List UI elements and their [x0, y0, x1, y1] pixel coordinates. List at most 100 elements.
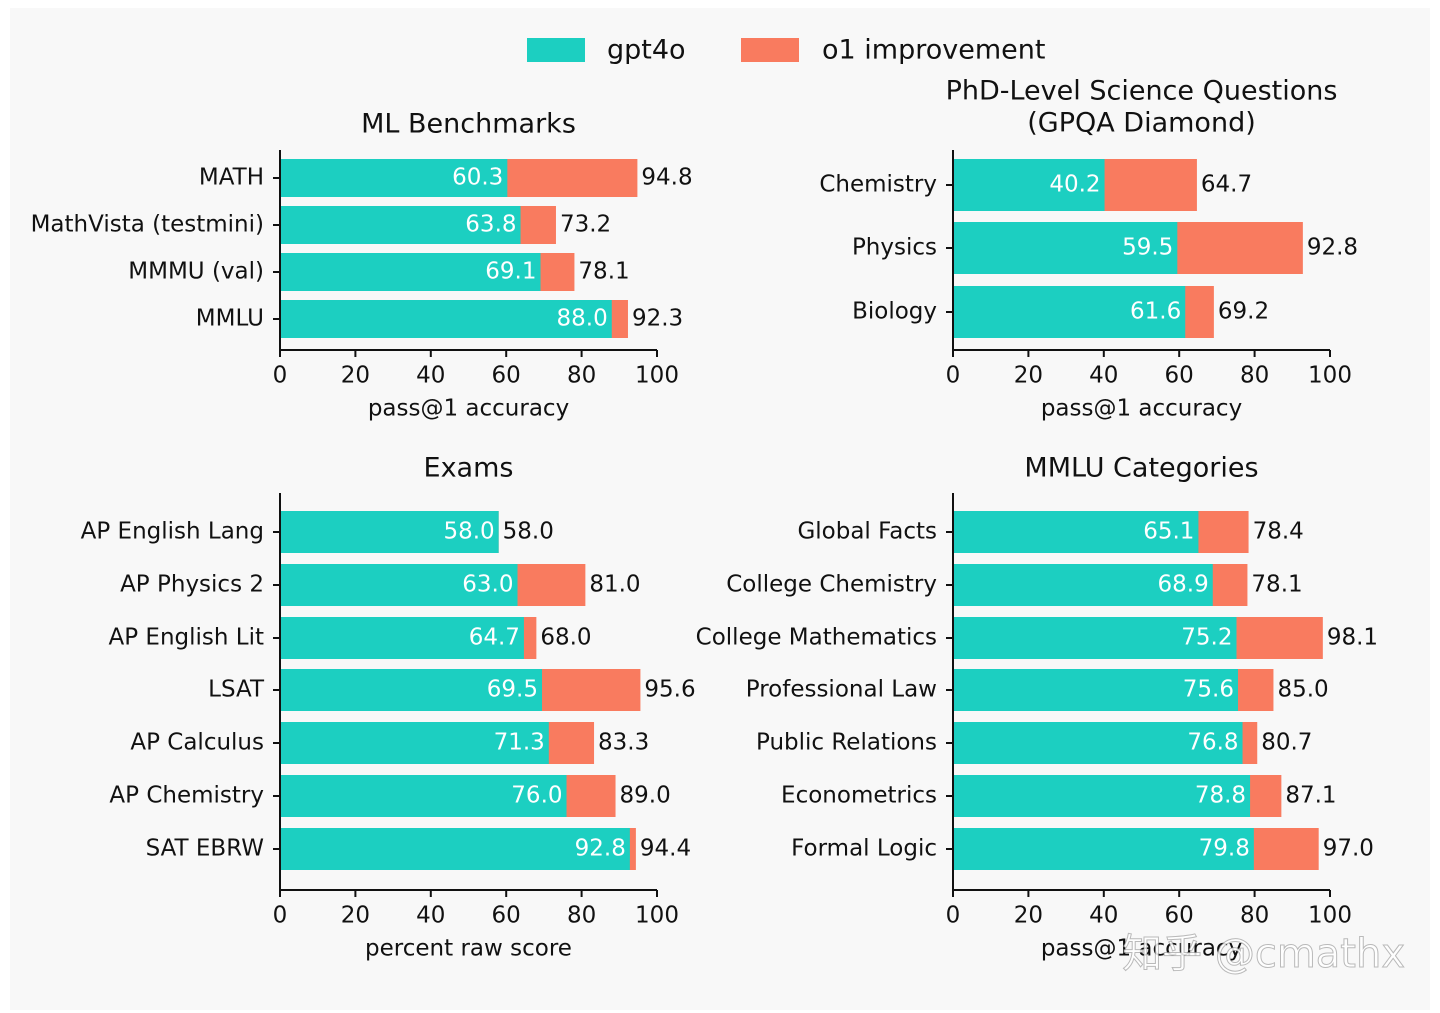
- data-label: 69.1: [485, 259, 536, 285]
- x-axis-label: pass@1 accuracy: [368, 396, 569, 422]
- x-tick-label: 100: [635, 363, 679, 389]
- data-label: 63.0: [462, 572, 513, 598]
- x-tick-label: 40: [416, 903, 445, 929]
- data-label: 61.6: [1130, 299, 1181, 325]
- x-axis-label: pass@1 accuracy: [1041, 936, 1242, 962]
- bar: [953, 775, 1251, 817]
- bar: [953, 286, 1186, 338]
- data-label: 76.8: [1187, 730, 1238, 756]
- x-tick-label: 0: [273, 363, 288, 389]
- y-tick-label: LSAT: [208, 677, 265, 703]
- x-tick-label: 60: [1165, 363, 1194, 389]
- y-tick-label: Econometrics: [781, 783, 937, 809]
- x-tick-label: 100: [1308, 363, 1352, 389]
- x-tick-label: 80: [567, 363, 596, 389]
- data-label: 88.0: [557, 306, 608, 332]
- bar: [280, 159, 508, 197]
- data-label: 59.5: [1122, 235, 1173, 261]
- data-label: 92.3: [632, 306, 683, 332]
- data-label: 92.8: [1307, 235, 1358, 261]
- data-label: 60.3: [452, 165, 503, 191]
- legend-label: o1 improvement: [822, 35, 1045, 66]
- data-label: 85.0: [1277, 677, 1328, 703]
- data-label: 75.6: [1183, 677, 1234, 703]
- y-tick-label: AP English Lang: [81, 519, 264, 545]
- data-label: 58.0: [443, 519, 494, 545]
- data-label: 76.0: [511, 783, 562, 809]
- x-tick-label: 60: [1165, 903, 1194, 929]
- data-label: 81.0: [589, 572, 640, 598]
- y-tick-label: Formal Logic: [791, 836, 937, 862]
- x-tick-label: 20: [1014, 903, 1043, 929]
- y-tick-label: SAT EBRW: [146, 836, 264, 862]
- data-label: 80.7: [1261, 730, 1312, 756]
- x-tick-label: 80: [567, 903, 596, 929]
- chart-title: ML Benchmarks: [361, 109, 576, 140]
- y-tick-label: Global Facts: [797, 519, 937, 545]
- bar: [280, 300, 612, 338]
- x-tick-label: 0: [946, 363, 961, 389]
- x-tick-label: 80: [1240, 903, 1269, 929]
- data-label: 64.7: [1201, 172, 1252, 198]
- y-tick-label: AP Calculus: [130, 730, 264, 756]
- data-label: 63.8: [465, 212, 516, 238]
- bar: [280, 775, 567, 817]
- data-label: 68.0: [540, 625, 591, 651]
- data-label: 78.4: [1253, 519, 1304, 545]
- bar: [280, 253, 541, 291]
- x-tick-label: 80: [1240, 363, 1269, 389]
- data-label: 87.1: [1285, 783, 1336, 809]
- bar: [280, 669, 543, 711]
- data-label: 69.5: [487, 677, 538, 703]
- x-tick-label: 20: [341, 363, 370, 389]
- data-label: 83.3: [598, 730, 649, 756]
- x-tick-label: 20: [1014, 363, 1043, 389]
- data-label: 94.8: [641, 165, 692, 191]
- bar: [953, 564, 1213, 606]
- data-label: 94.4: [640, 836, 691, 862]
- x-axis-label: percent raw score: [365, 936, 572, 962]
- watermark: 知乎 @cmathx: [1122, 931, 1405, 977]
- x-tick-label: 40: [416, 363, 445, 389]
- y-tick-label: Public Relations: [756, 730, 937, 756]
- bar: [280, 828, 630, 870]
- x-tick-label: 0: [946, 903, 961, 929]
- bar: [280, 511, 499, 553]
- y-tick-label: Physics: [852, 235, 937, 261]
- chart-title: PhD-Level Science Questions: [946, 76, 1338, 107]
- bar: [280, 617, 524, 659]
- chart-title: Exams: [424, 453, 514, 484]
- x-tick-label: 40: [1089, 363, 1118, 389]
- legend-swatch: [741, 38, 799, 62]
- data-label: 73.2: [560, 212, 611, 238]
- legend-label: gpt4o: [607, 35, 686, 66]
- x-tick-label: 60: [492, 363, 521, 389]
- data-label: 58.0: [503, 519, 554, 545]
- data-label: 75.2: [1181, 625, 1232, 651]
- y-tick-label: AP Chemistry: [109, 783, 264, 809]
- data-label: 98.1: [1327, 625, 1378, 651]
- data-label: 97.0: [1323, 836, 1374, 862]
- bar: [953, 159, 1105, 211]
- bar: [280, 722, 549, 764]
- data-label: 78.1: [1251, 572, 1302, 598]
- bar: [953, 722, 1243, 764]
- data-label: 64.7: [469, 625, 520, 651]
- bar: [953, 669, 1239, 711]
- data-label: 95.6: [644, 677, 695, 703]
- data-label: 92.8: [575, 836, 626, 862]
- x-tick-label: 0: [273, 903, 288, 929]
- x-axis-label: pass@1 accuracy: [1041, 396, 1242, 422]
- x-tick-label: 100: [635, 903, 679, 929]
- bar: [280, 206, 521, 244]
- data-label: 78.8: [1195, 783, 1246, 809]
- y-tick-label: College Chemistry: [726, 572, 937, 598]
- bar: [280, 564, 518, 606]
- x-tick-label: 20: [341, 903, 370, 929]
- y-tick-label: Biology: [852, 299, 937, 325]
- y-tick-label: MMLU: [196, 306, 264, 332]
- y-tick-label: AP English Lit: [109, 625, 265, 651]
- data-label: 68.9: [1158, 572, 1209, 598]
- data-label: 40.2: [1049, 172, 1100, 198]
- legend-swatch: [527, 38, 585, 62]
